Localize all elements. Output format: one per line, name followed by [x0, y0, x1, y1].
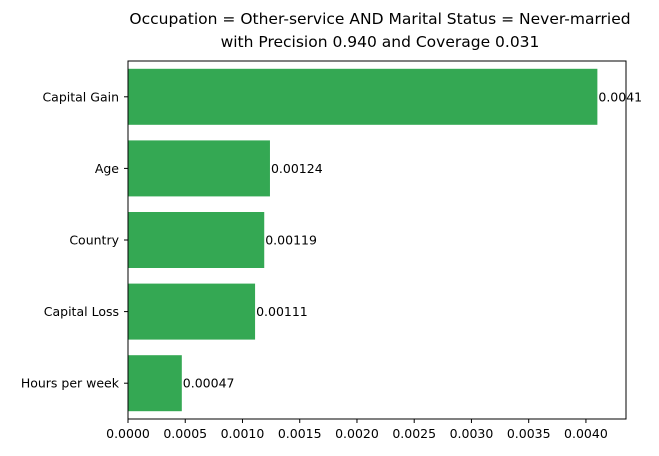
bar-value-label: 0.00047 — [183, 376, 235, 391]
x-tick-label: 0.0000 — [106, 426, 150, 441]
x-tick-label: 0.0040 — [564, 426, 608, 441]
bar-1 — [128, 140, 270, 197]
chart-title-line-2: with Precision 0.940 and Coverage 0.031 — [221, 33, 540, 51]
bar-value-label: 0.0041 — [598, 89, 642, 104]
x-tick-label: 0.0005 — [163, 426, 207, 441]
x-tick-label: 0.0015 — [278, 426, 322, 441]
x-tick-label: 0.0010 — [221, 426, 265, 441]
x-tick-label: 0.0020 — [335, 426, 379, 441]
x-tick-label: 0.0035 — [507, 426, 551, 441]
y-tick-label: Hours per week — [21, 376, 120, 391]
y-tick-label: Age — [95, 161, 119, 176]
plot-area: 0.0041 Capital Gain 0.00124 Age 0.00119 Count… — [21, 60, 642, 441]
bar-value-label: 0.00111 — [256, 304, 308, 319]
x-tick-label: 0.0025 — [392, 426, 436, 441]
plot-frame — [127, 60, 627, 420]
y-tick-label: Capital Gain — [42, 89, 119, 104]
bar-3 — [128, 283, 256, 340]
y-tick-label: Capital Loss — [44, 304, 119, 319]
bar-4 — [128, 355, 182, 412]
bar-2 — [128, 212, 265, 268]
bar-value-label: 0.00124 — [271, 161, 323, 176]
x-tick-label: 0.0030 — [450, 426, 494, 441]
chart-title-line-1: Occupation = Other-service AND Marital S… — [129, 10, 630, 28]
bar-value-label: 0.00119 — [265, 233, 317, 248]
bar-0 — [128, 68, 598, 125]
y-tick-label: Country — [69, 233, 119, 248]
